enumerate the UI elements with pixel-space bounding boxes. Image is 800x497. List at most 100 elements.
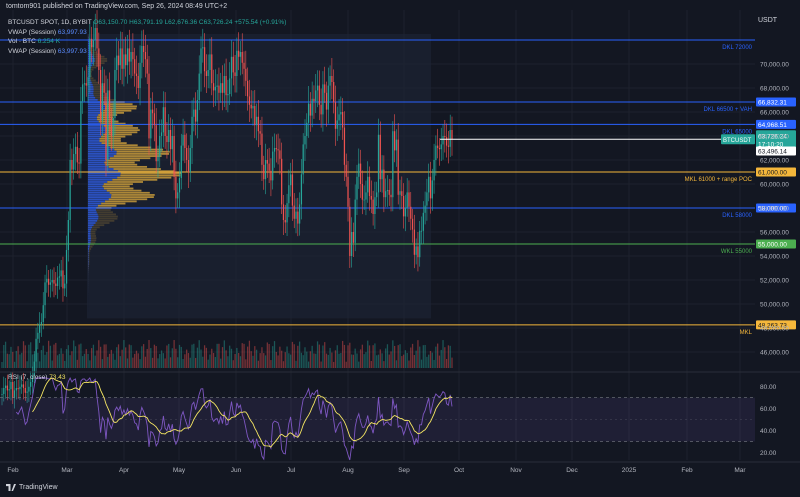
volume-bar [51,360,53,368]
rsi-label: RSI (7, close) [8,374,48,381]
volume-bar [392,340,394,368]
volume-bar [116,347,118,368]
volume-bar [435,346,437,368]
volume-bar [229,345,231,368]
profile-bar-sell [105,105,137,108]
profile-bar-sell [100,111,124,114]
candle [428,176,430,193]
rsi-legend[interactable]: RSI (7, close) 73.43 [8,374,65,381]
legend-vol: Vol · BTC [8,38,36,45]
profile-bar-buy [88,254,89,257]
candle [200,48,202,74]
candle [368,176,371,196]
volume-bar [3,344,5,368]
volume-bar [218,343,220,368]
candle [411,218,414,230]
candle [273,148,276,152]
candle [212,83,215,91]
volume-bar [327,354,329,368]
volume-bar [220,358,222,368]
candle [255,116,258,126]
candle [171,136,173,150]
candle [261,133,263,165]
volume-bar [112,353,114,368]
volume-bar [383,361,385,368]
volume-bar [438,355,441,368]
profile-bar-sell [88,265,90,268]
volume-bar [227,356,229,368]
currency-label[interactable]: USDT [758,17,778,24]
candle [21,384,23,387]
profile-bar-sell [99,137,121,140]
profile-bar-buy [88,252,89,255]
profile-bar-sell [111,196,154,198]
profile-bar-sell [88,36,90,39]
candle [24,388,26,393]
volume-bar [17,346,19,368]
legend-symbol[interactable]: BTCUSDT SPOT, 1D, BYBIT [8,19,92,26]
volume-bar [372,345,374,368]
volume-bar [350,354,353,368]
candle [53,280,55,284]
candle [402,196,405,217]
candle [159,136,161,157]
candle [39,324,41,333]
candle [293,205,295,219]
volume-bar [259,353,261,368]
profile-bar-sell [88,258,90,261]
profile-bar-sell [106,129,140,132]
candle [250,104,252,109]
volume-bar [297,345,299,368]
profile-bar-sell [93,224,105,227]
volume-bar [241,343,243,368]
time-tick-label: Feb [7,467,19,474]
candle [92,40,95,48]
candle [324,84,326,93]
volume-bar [419,346,421,368]
volume-bar [150,348,152,368]
candle [184,134,186,148]
profile-bar-sell [93,86,104,88]
volume-bar [354,348,356,368]
legend-vwap1-row[interactable]: VWAP (Session) 63,997.93 [8,28,286,38]
volume-bar [291,341,294,368]
legend-vwap2-value: 63,997.93 [57,47,87,55]
legend-vwap1-value: 63,997.93 [57,28,87,36]
legend-vwap2-row[interactable]: VWAP (Session) 63,997.93 [8,47,286,57]
legend-vol-row[interactable]: Vol · BTC 6.254 K [8,37,286,47]
candle [379,134,381,180]
volume-bar [74,346,77,368]
candle [246,80,249,97]
time-tick-label: Jun [231,467,242,474]
volume-bar [449,345,451,368]
profile-bar-buy [88,213,98,216]
candle [44,282,46,306]
profile-bar-buy [88,155,114,157]
level-tag [756,320,796,330]
candle [209,54,211,70]
profile-bar-sell [103,183,133,186]
profile-bar-sell [105,163,138,166]
volume-bar [390,351,392,368]
profile-bar-buy [88,181,108,183]
volume-bar [252,355,254,368]
candle [151,109,154,114]
volume-bar [345,361,347,368]
candle [221,83,224,93]
volume-bar [255,349,258,368]
candle [22,384,25,388]
level-tag-text: 58,000.00 [758,206,787,213]
volume-bar [266,342,268,368]
volume-bar [101,359,104,368]
candle [429,176,432,199]
volume-bar [125,347,127,368]
profile-bar-buy [88,62,94,65]
candle [370,196,372,200]
profile-bar-sell [120,174,181,177]
profile-bar-sell [112,178,158,181]
candle [205,71,208,76]
volume-bar [316,341,319,368]
volume-bar [395,360,398,368]
volume-bar [28,344,30,368]
